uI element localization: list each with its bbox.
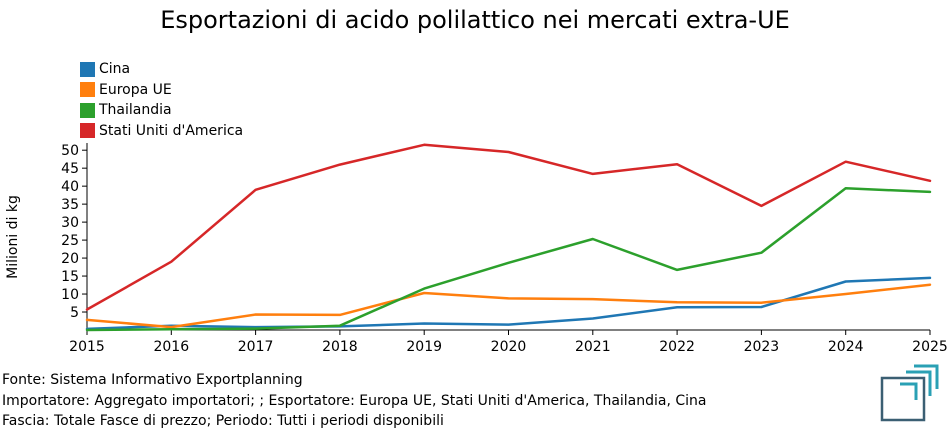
legend-label-europa-ue: Europa UE [99, 81, 172, 98]
chart-title: Esportazioni di acido polilattico nei me… [160, 6, 790, 34]
x-tick-label: 2016 [153, 339, 189, 355]
y-tick-label: 20 [61, 251, 79, 267]
legend-swatch-cina [80, 61, 95, 77]
legend: Cina Europa UE Thailandia Stati Uniti d'… [80, 59, 243, 141]
legend-item-europa-ue[interactable]: Europa UE [80, 80, 243, 101]
x-tick-label: 2023 [744, 339, 780, 355]
y-tick-label: 5 [70, 305, 79, 321]
x-tick-label: 2018 [322, 339, 358, 355]
x-tick-label: 2021 [575, 339, 611, 355]
footer: Fonte: Sistema Informativo Exportplannin… [2, 370, 707, 432]
series-line-thailandia [85, 187, 932, 332]
y-tick-label: 25 [61, 233, 79, 249]
x-tick-label: 2020 [491, 339, 527, 355]
x-tick-label: 2019 [406, 339, 442, 355]
legend-item-stati-uniti[interactable]: Stati Uniti d'America [80, 121, 243, 142]
series-line-cina [85, 276, 932, 331]
x-tick-label: 2022 [659, 339, 695, 355]
legend-label-thailandia: Thailandia [99, 102, 172, 119]
y-tick-label: 10 [61, 287, 79, 303]
legend-swatch-thailandia [80, 102, 95, 118]
exportplanning-logo-icon [880, 364, 939, 422]
footer-source: Fonte: Sistema Informativo Exportplannin… [2, 372, 303, 388]
y-tick-label: 30 [61, 215, 79, 231]
x-tick-label: 2025 [912, 339, 948, 355]
series-line-europa-ue [85, 283, 932, 329]
legend-item-cina[interactable]: Cina [80, 59, 243, 80]
legend-item-thailandia[interactable]: Thailandia [80, 100, 243, 121]
series-line-stati-uniti-d-america [85, 143, 932, 311]
y-tick-label: 50 [61, 143, 79, 159]
legend-label-stati-uniti: Stati Uniti d'America [99, 122, 244, 139]
x-tick-label: 2024 [828, 339, 864, 355]
y-tick-label: 35 [61, 197, 79, 213]
x-tick-label: 2017 [238, 339, 274, 355]
legend-swatch-europa-ue [80, 82, 95, 98]
x-tick-label: 2015 [69, 339, 105, 355]
footer-period: Fascia: Totale Fasce di prezzo; Periodo:… [2, 413, 444, 429]
footer-filters: Importatore: Aggregato importatori; ; Es… [2, 392, 707, 409]
legend-label-cina: Cina [99, 61, 131, 78]
y-axis-label: Milioni di kg [5, 195, 21, 279]
legend-swatch-stati-uniti [80, 123, 95, 139]
y-tick-label: 45 [61, 161, 79, 177]
y-tick-label: 15 [61, 269, 79, 285]
y-tick-label: 40 [61, 179, 79, 195]
